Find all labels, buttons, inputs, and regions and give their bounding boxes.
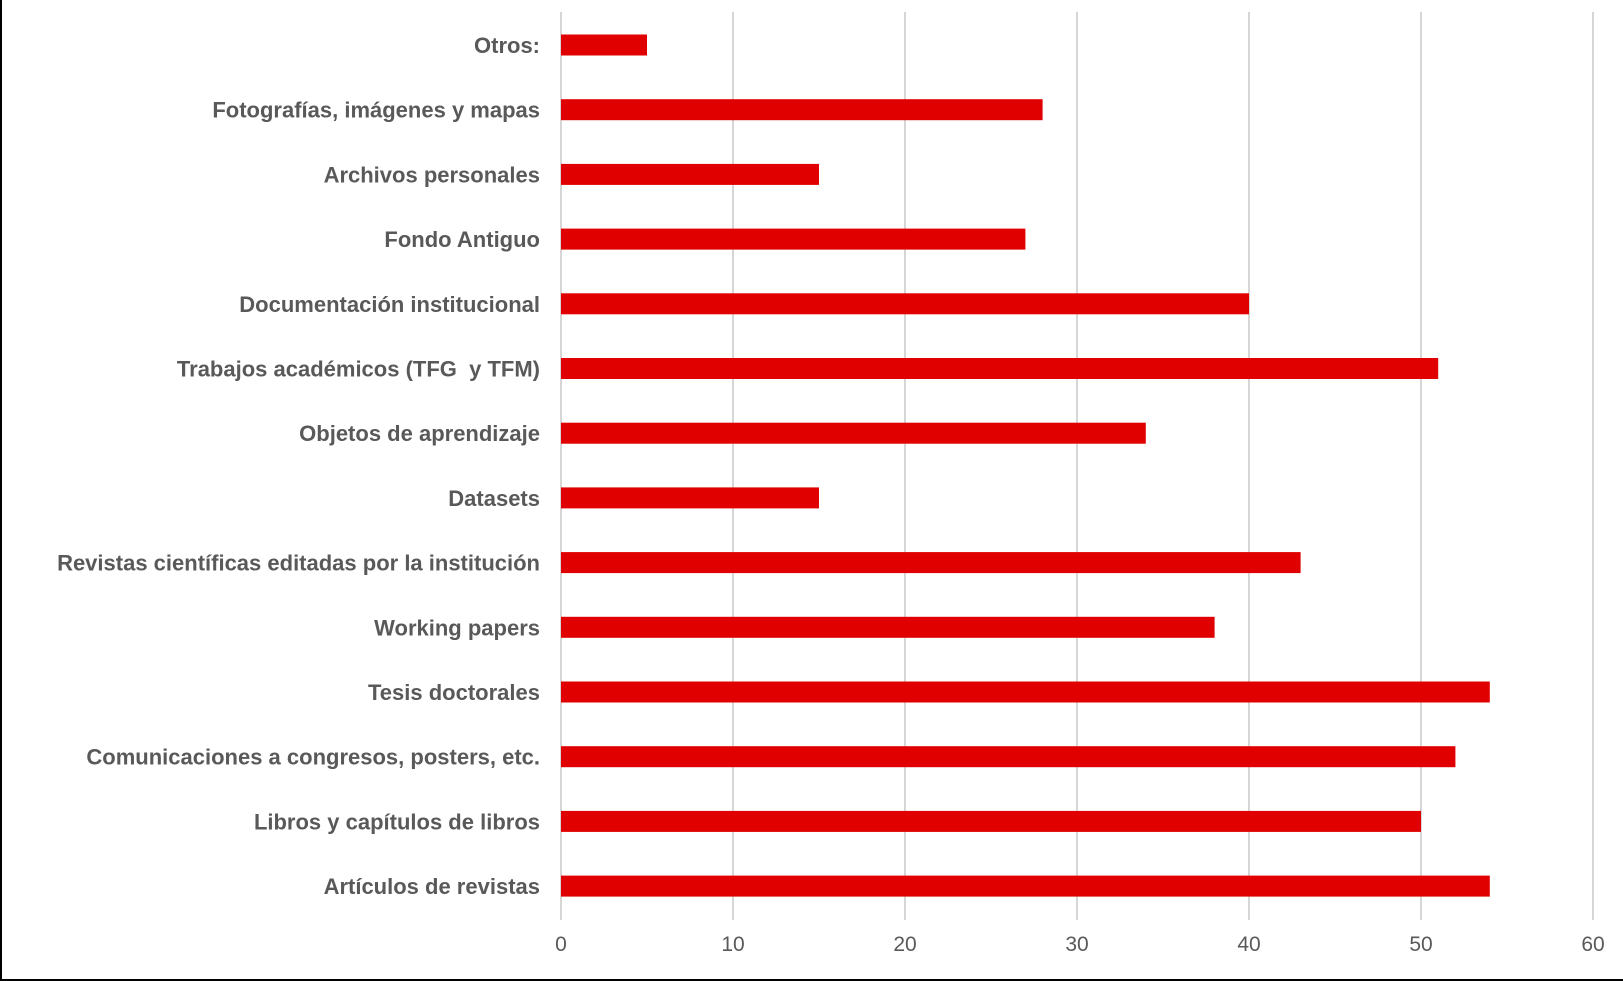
- x-tick-label: 10: [721, 933, 744, 956]
- bar: [561, 810, 1421, 832]
- bar: [561, 616, 1215, 638]
- bar: [561, 552, 1301, 574]
- category-label: Trabajos académicos (TFG y TFM): [177, 357, 540, 382]
- bar: [561, 358, 1439, 379]
- bar: [561, 293, 1249, 315]
- category-label: Otros:: [474, 33, 540, 58]
- category-label: Working papers: [374, 615, 540, 640]
- category-label: Objetos de aprendizaje: [299, 421, 540, 446]
- bar: [561, 99, 1043, 121]
- category-label: Fondo Antiguo: [384, 227, 540, 252]
- category-label: Archivos personales: [324, 162, 540, 187]
- category-label: Artículos de revistas: [324, 874, 540, 899]
- x-tick-label: 50: [1409, 933, 1432, 956]
- category-labels: Otros: Fotografías, imágenes y mapas Archi…: [57, 33, 540, 899]
- bar: [561, 681, 1490, 703]
- gridlines: [560, 12, 1594, 920]
- category-label: Revistas científicas editadas por la ins…: [57, 551, 540, 576]
- bar: [561, 422, 1146, 444]
- x-tick-label: 40: [1237, 933, 1260, 956]
- bar: [561, 875, 1490, 897]
- category-label: Datasets: [448, 486, 540, 511]
- x-tick-label: 0: [555, 933, 567, 956]
- x-tick-label: 20: [893, 933, 916, 956]
- x-tick-labels: 0 10 20 30 40 50 60: [555, 933, 1605, 956]
- x-tick-label: 30: [1065, 933, 1088, 956]
- category-label: Documentación institucional: [239, 292, 540, 317]
- category-label: Tesis doctorales: [368, 680, 540, 705]
- x-tick-label: 60: [1581, 933, 1604, 956]
- bar: [561, 34, 647, 56]
- bars: [561, 34, 1490, 897]
- category-label: Comunicaciones a congresos, posters, etc…: [86, 745, 540, 770]
- bar: [561, 746, 1456, 768]
- bar: [561, 487, 819, 509]
- category-label: Fotografías, imágenes y mapas: [212, 98, 540, 123]
- bar: [561, 228, 1026, 250]
- bar: [561, 163, 819, 185]
- category-label: Libros y capítulos de libros: [254, 809, 540, 834]
